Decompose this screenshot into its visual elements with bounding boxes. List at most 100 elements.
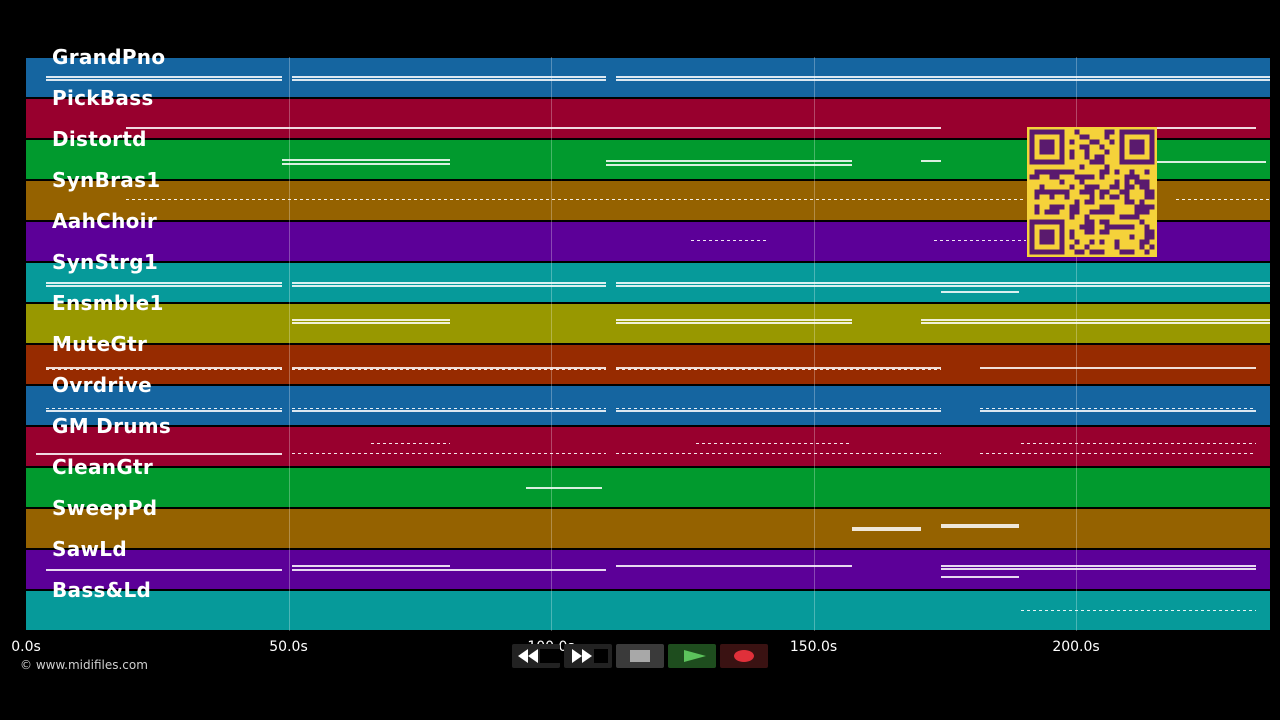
record-icon xyxy=(734,650,754,662)
note-stroke xyxy=(616,410,941,412)
note-stroke xyxy=(126,127,941,129)
note-stroke xyxy=(852,527,921,529)
note-stroke xyxy=(46,79,282,81)
note-stroke xyxy=(46,367,282,369)
note-stroke xyxy=(292,79,606,81)
note-stroke xyxy=(980,410,1256,412)
note-stroke xyxy=(616,285,1270,287)
note-stroke xyxy=(292,319,450,321)
note-stroke xyxy=(292,410,606,412)
note-stroke xyxy=(292,408,606,409)
note-stroke xyxy=(921,322,1270,324)
note-stroke xyxy=(292,322,450,324)
note-stroke xyxy=(282,163,450,165)
note-stroke xyxy=(46,76,282,78)
track-label: SawLd xyxy=(52,537,127,561)
note-stroke xyxy=(616,282,1270,284)
gridline xyxy=(551,57,552,631)
time-tick-label: 150.0s xyxy=(789,639,838,655)
note-stroke xyxy=(921,160,941,162)
note-stroke xyxy=(696,443,852,444)
gridline xyxy=(813,57,815,631)
fast-forward-icon xyxy=(572,649,608,663)
note-stroke xyxy=(852,529,921,531)
note-stroke xyxy=(1156,161,1266,163)
note-stroke xyxy=(616,453,941,454)
note-stroke xyxy=(371,443,450,444)
rewind-button[interactable] xyxy=(512,644,560,668)
note-stroke xyxy=(941,291,1019,293)
note-stroke xyxy=(36,453,282,455)
gridline xyxy=(288,57,290,631)
note-stroke xyxy=(46,569,282,571)
qr-code xyxy=(1027,127,1157,257)
fast-forward-button[interactable] xyxy=(564,644,612,668)
note-stroke xyxy=(282,159,450,161)
note-stroke xyxy=(941,526,1019,528)
note-stroke xyxy=(292,367,606,369)
note-stroke xyxy=(606,160,852,162)
note-stroke xyxy=(691,240,768,241)
note-stroke xyxy=(934,240,1026,241)
track-row[interactable]: Ovrdrive xyxy=(26,373,1270,425)
note-stroke xyxy=(292,285,606,287)
play-button[interactable] xyxy=(668,644,716,668)
stop-button[interactable] xyxy=(616,644,664,668)
track-label: MuteGtr xyxy=(52,332,148,356)
copyright-text: © www.midifiles.com xyxy=(20,658,148,672)
piano-roll[interactable]: GrandPno PickBass Distortd SynBras1 AahChoir… xyxy=(26,45,1270,631)
note-stroke xyxy=(46,410,282,412)
transport-controls xyxy=(512,644,768,668)
note-stroke xyxy=(526,487,602,489)
track-row[interactable]: CleanGtr xyxy=(26,455,1270,507)
rewind-icon xyxy=(518,649,560,663)
track-label: Bass&Ld xyxy=(52,578,152,602)
track-label: SynStrg1 xyxy=(52,250,159,274)
note-stroke xyxy=(980,453,1256,454)
note-stroke xyxy=(292,569,606,571)
note-stroke xyxy=(616,367,941,369)
track-label: Ensmble1 xyxy=(52,291,164,315)
note-stroke xyxy=(46,369,282,370)
time-tick-label: 50.0s xyxy=(269,639,308,655)
note-stroke xyxy=(292,76,606,78)
note-stroke xyxy=(292,565,450,567)
note-stroke xyxy=(616,408,941,409)
note-stroke xyxy=(126,199,1026,200)
note-stroke xyxy=(941,524,1019,526)
note-stroke xyxy=(46,282,282,284)
track-label: AahChoir xyxy=(52,209,157,233)
note-stroke xyxy=(616,79,1270,81)
note-stroke xyxy=(616,565,852,567)
track-label: CleanGtr xyxy=(52,455,154,479)
note-stroke xyxy=(606,164,852,166)
note-stroke xyxy=(1021,443,1256,444)
track-row[interactable]: MuteGtr xyxy=(26,332,1270,384)
note-stroke xyxy=(941,568,1256,570)
track-label: SweepPd xyxy=(52,496,158,520)
note-stroke xyxy=(1176,199,1270,200)
stop-icon xyxy=(630,650,650,662)
track-row[interactable]: GM Drums xyxy=(26,414,1270,466)
record-button[interactable] xyxy=(720,644,768,668)
note-stroke xyxy=(941,576,1019,578)
note-stroke xyxy=(980,367,1256,369)
note-stroke xyxy=(616,322,852,324)
time-tick-label: 0.0s xyxy=(11,639,41,655)
note-stroke xyxy=(292,369,606,370)
time-tick-label: 200.0s xyxy=(1052,639,1100,655)
track-label: PickBass xyxy=(52,86,154,110)
note-stroke xyxy=(616,369,941,370)
play-icon xyxy=(684,650,706,662)
note-stroke xyxy=(46,408,282,409)
track-row[interactable]: SweepPd xyxy=(26,496,1270,548)
track-label: SynBras1 xyxy=(52,168,161,192)
note-stroke xyxy=(921,319,1270,321)
track-label: Ovrdrive xyxy=(52,373,152,397)
note-stroke xyxy=(616,76,1270,78)
note-stroke xyxy=(616,319,852,321)
note-stroke xyxy=(1021,610,1256,611)
note-stroke xyxy=(292,282,606,284)
track-label: GrandPno xyxy=(52,45,166,69)
gridline xyxy=(1076,57,1077,631)
